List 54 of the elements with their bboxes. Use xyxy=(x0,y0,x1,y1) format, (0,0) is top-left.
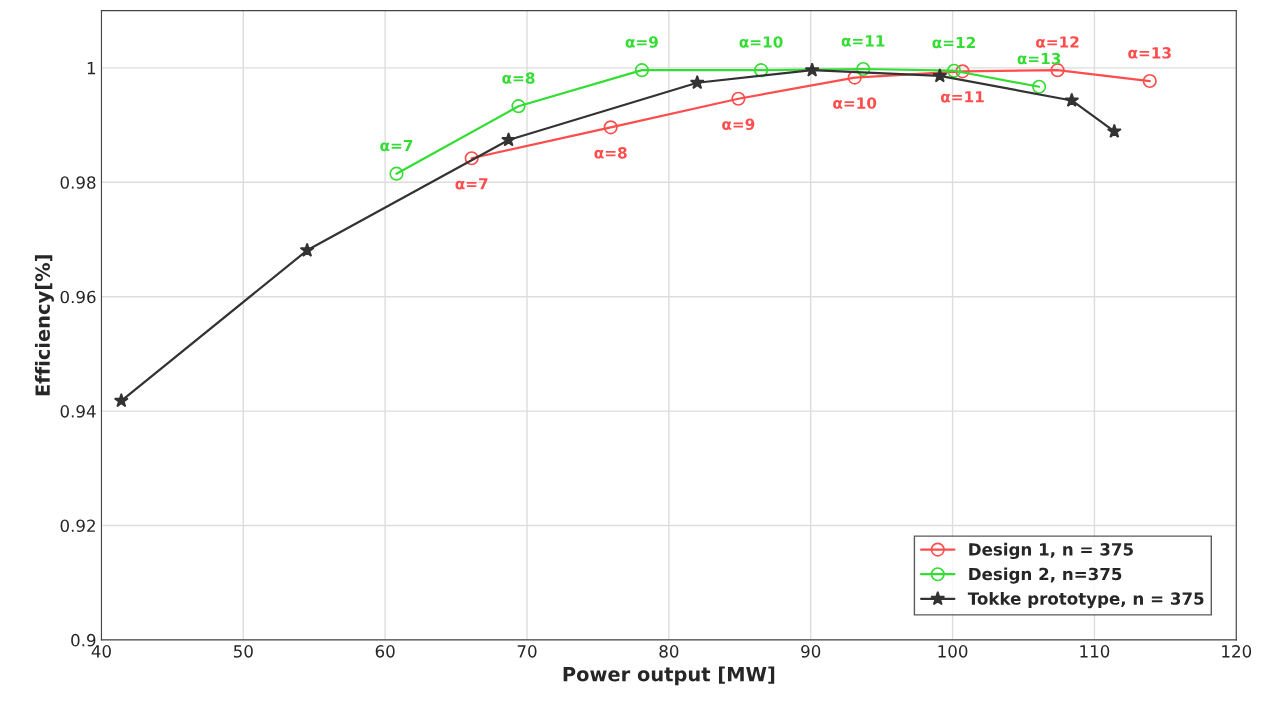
point xyxy=(603,120,618,135)
point xyxy=(299,242,315,257)
annotation: α=13 xyxy=(1017,52,1061,65)
annotation: α=8 xyxy=(594,147,627,159)
annotation: α=7 xyxy=(380,139,413,152)
point xyxy=(464,151,479,166)
y-axis-title: Efficiency[%] xyxy=(34,255,54,396)
point xyxy=(113,393,129,408)
point xyxy=(955,64,970,79)
x-tick-label: 100 xyxy=(938,645,968,658)
legend-label: Design 2, n=375 xyxy=(969,567,1122,584)
point xyxy=(501,132,517,147)
x-tick-label: 60 xyxy=(375,645,395,658)
y-tick-label: 0.94 xyxy=(60,405,96,418)
y-tick-label: 0.9 xyxy=(71,633,96,647)
point xyxy=(946,63,962,78)
y-tick-label: 0.98 xyxy=(60,176,96,189)
annotation: α=8 xyxy=(502,72,535,84)
annotation: α=10 xyxy=(833,97,877,109)
annotation: α=12 xyxy=(1036,36,1079,48)
point xyxy=(389,166,404,181)
y-tick-label: 1 xyxy=(87,62,96,75)
x-tick-label: 80 xyxy=(659,645,679,658)
point xyxy=(932,68,948,83)
annotation: α=13 xyxy=(1128,47,1171,59)
point xyxy=(511,99,526,114)
x-tick-label: 90 xyxy=(801,645,821,658)
x-axis-title: Power output [MW] xyxy=(563,666,775,686)
point xyxy=(634,63,650,78)
legend-label: Design 1, n = 375 xyxy=(969,542,1133,560)
point xyxy=(1032,79,1047,94)
x-tick-label: 70 xyxy=(517,645,537,658)
x-tick-label: 40 xyxy=(91,645,111,658)
point xyxy=(1142,73,1157,89)
point xyxy=(1064,92,1080,107)
point xyxy=(689,74,705,90)
annotation: α=9 xyxy=(722,118,755,131)
point xyxy=(856,61,871,77)
annotation: α=9 xyxy=(625,36,658,48)
annotation: α=10 xyxy=(739,36,783,48)
point xyxy=(731,91,746,106)
point xyxy=(1106,123,1122,138)
x-tick-label: 50 xyxy=(233,645,253,658)
annotation: α=11 xyxy=(841,35,885,47)
annotation: α=7 xyxy=(455,178,488,190)
annotation: α=12 xyxy=(932,36,975,49)
y-tick-label: 0.96 xyxy=(60,290,96,304)
annotation: α=11 xyxy=(940,91,984,103)
x-tick-label: 120 xyxy=(1222,645,1252,658)
y-tick-label: 0.92 xyxy=(60,519,95,533)
point xyxy=(1050,63,1065,78)
x-tick-label: 110 xyxy=(1080,645,1110,658)
legend-label: Tokke prototype, n = 375 xyxy=(967,591,1204,609)
point xyxy=(804,62,820,77)
